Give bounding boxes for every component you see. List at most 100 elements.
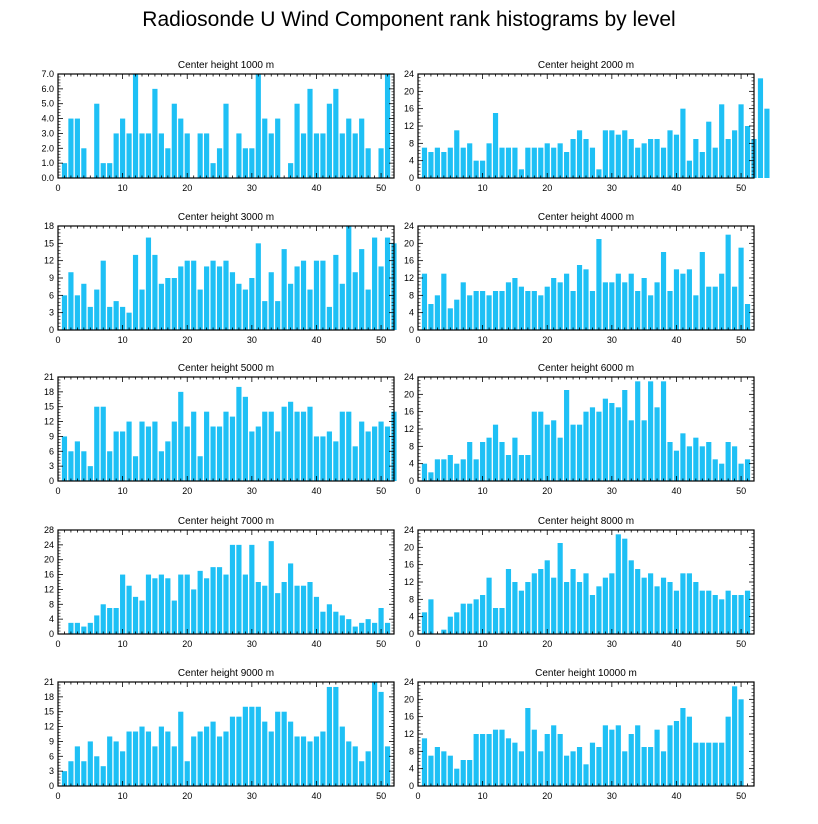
bar — [557, 282, 563, 330]
bar — [132, 731, 139, 786]
bar — [667, 442, 673, 481]
bar — [326, 306, 332, 330]
bar — [467, 442, 473, 481]
y-tick-label: 20 — [44, 555, 54, 565]
x-tick-label: 50 — [376, 639, 386, 649]
bar — [249, 544, 255, 634]
bar — [654, 586, 660, 634]
bar — [165, 578, 171, 634]
bar — [460, 147, 466, 178]
bar — [145, 133, 152, 178]
bar — [544, 560, 550, 634]
bar — [576, 130, 583, 178]
bar — [191, 260, 197, 330]
bar — [622, 751, 628, 786]
bar — [236, 544, 242, 634]
bar — [242, 148, 248, 178]
bar — [120, 574, 126, 634]
y-tick-label: 16 — [404, 712, 414, 722]
bar — [673, 450, 680, 481]
bar — [441, 459, 447, 481]
bar — [421, 612, 428, 634]
bar — [719, 742, 725, 786]
bar — [421, 147, 428, 178]
bar — [499, 442, 505, 481]
bar — [460, 760, 466, 786]
bar — [660, 751, 667, 786]
panel-title: Center height 4000 m — [538, 212, 634, 223]
y-tick-label: 12 — [44, 256, 54, 266]
x-tick-label: 30 — [247, 639, 257, 649]
bar — [120, 118, 126, 178]
bar — [242, 396, 248, 481]
bar — [288, 283, 294, 330]
y-tick-label: 12 — [404, 577, 414, 587]
bar — [210, 163, 216, 178]
bar — [628, 139, 634, 178]
bar — [372, 237, 378, 330]
bar — [262, 585, 268, 634]
bar — [139, 600, 145, 634]
bar — [719, 104, 725, 178]
bar — [654, 729, 660, 786]
bar — [262, 301, 268, 330]
bar — [294, 266, 300, 330]
bar — [744, 304, 751, 330]
bar — [352, 626, 358, 634]
bar — [699, 152, 705, 178]
bar — [564, 390, 570, 481]
bar — [81, 148, 87, 178]
bar — [294, 411, 300, 481]
bar — [113, 431, 119, 481]
bar — [68, 272, 74, 330]
x-tick-label: 10 — [478, 335, 488, 345]
bar — [313, 596, 320, 634]
bar — [473, 459, 479, 481]
bar — [428, 472, 434, 481]
bar — [615, 407, 621, 481]
bar — [725, 234, 731, 330]
x-tick-label: 0 — [415, 183, 420, 193]
bar — [428, 755, 434, 786]
y-tick-label: 7.0 — [41, 69, 54, 79]
bar — [525, 455, 531, 481]
bar — [622, 282, 628, 330]
bar — [100, 260, 106, 330]
bar — [570, 751, 576, 786]
bar — [94, 615, 100, 634]
bar — [268, 411, 274, 481]
bar — [699, 590, 705, 634]
y-tick-label: 9 — [49, 273, 54, 283]
x-tick-label: 20 — [542, 183, 552, 193]
y-tick-label: 8 — [409, 746, 414, 756]
bar — [551, 577, 557, 634]
bar — [434, 147, 440, 178]
bar — [132, 596, 139, 634]
chart-panel-1: Center height 1000 m 0 10 20 30 40 50 0.0 1.0 2.0… — [41, 60, 395, 193]
bar — [428, 599, 434, 634]
bar — [333, 88, 339, 178]
bar — [570, 291, 576, 330]
bar — [333, 441, 339, 481]
bar — [372, 426, 378, 481]
bar — [94, 756, 100, 786]
bar — [384, 74, 391, 178]
bar — [551, 147, 557, 178]
bar — [725, 442, 731, 481]
x-tick-label: 40 — [671, 791, 681, 801]
bar — [132, 254, 139, 330]
bar — [712, 742, 718, 786]
bar — [648, 295, 654, 330]
bar — [499, 291, 505, 330]
y-tick-label: 15 — [44, 402, 54, 412]
bar — [81, 626, 87, 634]
bar — [609, 282, 615, 330]
bar — [384, 622, 391, 634]
bar — [145, 426, 152, 481]
bar — [441, 273, 447, 330]
y-tick-label: 5.0 — [41, 99, 54, 109]
x-tick-label: 20 — [182, 335, 192, 345]
x-tick-label: 10 — [478, 791, 488, 801]
bar — [255, 243, 261, 330]
bar — [641, 278, 647, 330]
